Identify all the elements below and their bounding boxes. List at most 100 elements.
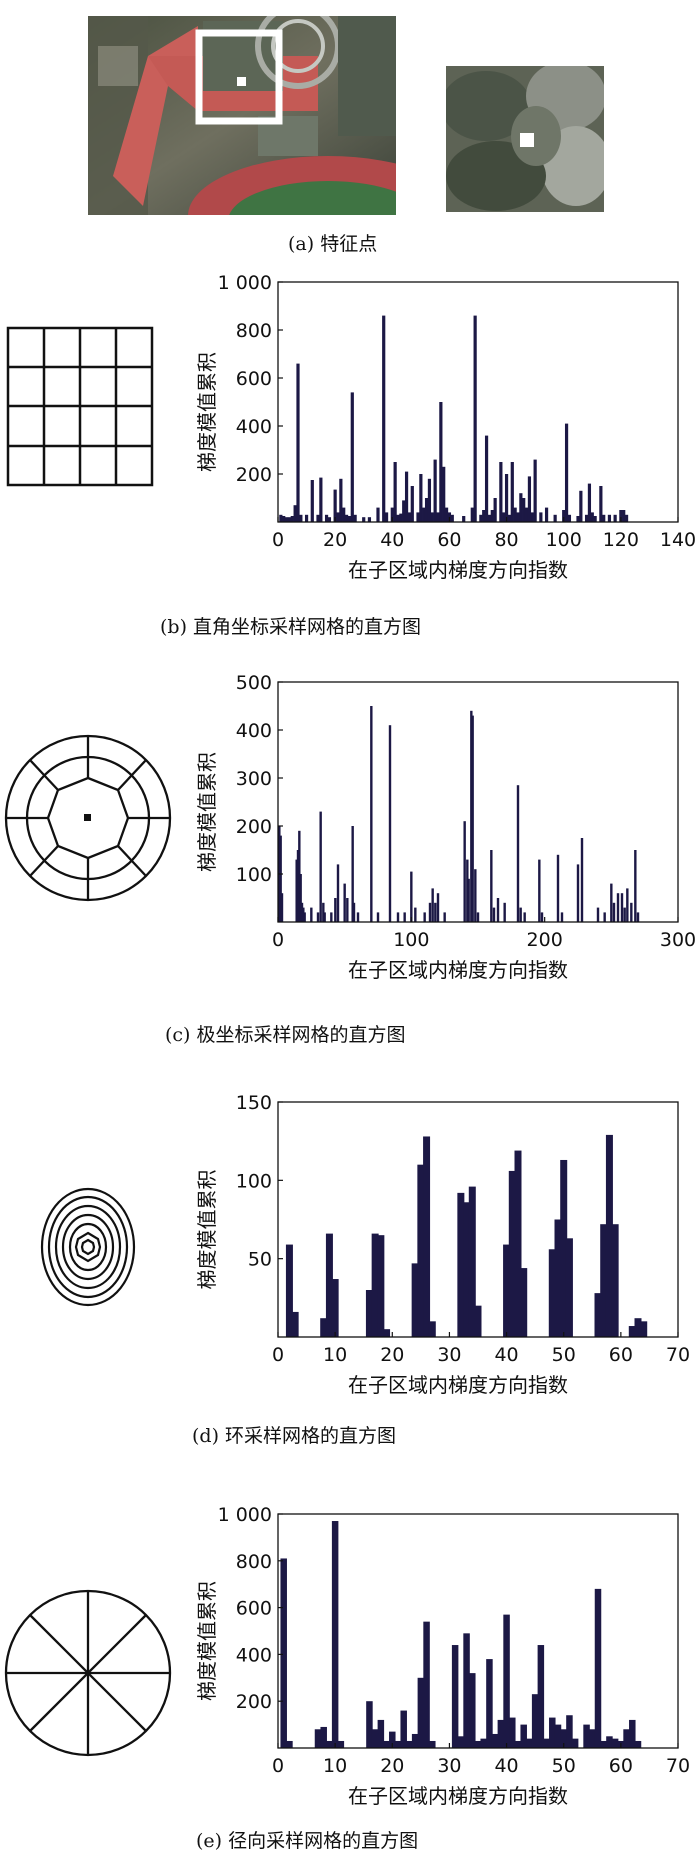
y-tick-label-e-2: 600 (236, 1598, 272, 1620)
bar-c-61 (620, 893, 624, 922)
bar-b-48 (462, 516, 466, 522)
bar-b-19 (347, 516, 352, 522)
x-axis-label-d: 在子区域内梯度方向指数 (348, 1373, 568, 1397)
bar-d-27 (605, 1134, 613, 1337)
bar-d-23 (560, 1159, 568, 1337)
bar-c-1 (279, 835, 282, 922)
bar-e-34 (537, 1645, 545, 1748)
bar-e-15 (411, 1733, 419, 1748)
y-tick-label-e-1: 400 (236, 1644, 272, 1666)
bar-e-46 (611, 1738, 619, 1748)
x-tick-label-b-7: 140 (660, 529, 696, 551)
bar-b-31 (402, 500, 406, 522)
bar-b-30 (399, 513, 403, 522)
bar-c-55 (580, 838, 584, 922)
bar-b-76 (576, 516, 580, 522)
y-tick-label-d-2: 150 (236, 1092, 272, 1114)
bar-b-9 (310, 480, 314, 522)
bar-d-12 (428, 1321, 436, 1337)
bar-e-35 (543, 1738, 550, 1748)
x-tick-label-d-6: 60 (609, 1344, 633, 1366)
bar-c-20 (351, 826, 354, 922)
bar-c-13 (322, 902, 325, 922)
bar-b-70 (539, 512, 543, 522)
x-tick-label-e-5: 50 (552, 1755, 576, 1777)
bars-c (278, 706, 640, 922)
bar-d-5 (365, 1290, 373, 1337)
bar-b-59 (504, 474, 509, 522)
bar-b-28 (393, 462, 397, 522)
x-tick-label-e-2: 20 (380, 1755, 404, 1777)
bar-b-53 (484, 435, 489, 522)
bar-b-13 (327, 517, 332, 522)
y-tick-label-b-4: 1 000 (218, 272, 272, 294)
bar-c-7 (300, 902, 304, 922)
plot-frame-c (277, 681, 679, 923)
bar-b-71 (544, 507, 549, 522)
bars-d (285, 1134, 648, 1337)
caption-a: (a) 特征点 (288, 233, 378, 255)
bar-e-9 (377, 1719, 385, 1748)
x-tick-label-c-0: 0 (272, 929, 284, 951)
histogram-chart-c: 0 100 200 300 100 200 300 400 500 在子区域内梯度方向指数 梯度模值… (195, 672, 696, 982)
bar-b-81 (593, 516, 597, 522)
bar-c-26 (396, 912, 400, 922)
histogram-chart-b: 0 20 40 60 80 100 120 140 200 400 600 800 1 000 在子区域内… (195, 272, 696, 582)
bar-c-14 (323, 912, 326, 922)
histogram-chart-e: 0 10 20 30 40 50 60 70 200 400 600 800 1 000 在子区域内梯度方… (195, 1504, 690, 1808)
bar-c-29 (414, 907, 417, 922)
bar-e-16 (417, 1677, 425, 1748)
bar-c-47 (516, 785, 520, 922)
bar-e-0 (280, 1558, 287, 1748)
bar-c-33 (434, 902, 437, 922)
zoomed-patch-photo (446, 66, 604, 212)
x-axis-label-c: 在子区域内梯度方向指数 (348, 958, 568, 982)
bar-b-2 (284, 517, 289, 522)
bar-e-36 (549, 1717, 556, 1748)
bar-c-66 (636, 912, 640, 922)
bar-c-8 (302, 907, 305, 922)
x-tick-label-b-2: 40 (380, 529, 404, 551)
bar-c-42 (476, 912, 480, 922)
bar-c-49 (523, 912, 526, 922)
bar-e-1 (286, 1740, 293, 1748)
y-tick-label-e-4: 1 000 (218, 1504, 272, 1526)
bar-b-10 (316, 514, 320, 522)
bar-b-5 (293, 505, 297, 522)
rectangular-grid-diagram (6, 326, 154, 487)
bar-c-15 (330, 912, 333, 922)
bar-b-21 (353, 514, 357, 522)
y-tick-label-c-1: 200 (236, 816, 272, 838)
bar-b-68 (530, 512, 534, 522)
bar-d-25 (594, 1293, 602, 1337)
bar-b-43 (439, 402, 443, 522)
bar-d-10 (417, 1164, 425, 1337)
bar-e-29 (509, 1717, 516, 1748)
bar-d-22 (554, 1219, 562, 1337)
bar-d-14 (463, 1202, 471, 1337)
x-tick-label-d-5: 50 (552, 1344, 576, 1366)
bar-d-8 (383, 1329, 391, 1337)
bar-b-15 (336, 512, 340, 522)
bar-b-23 (367, 517, 372, 522)
y-axis-label-b: 梯度模值累积 (195, 352, 219, 472)
bar-b-0 (279, 514, 283, 522)
bar-e-45 (606, 1736, 613, 1748)
bar-c-30 (423, 912, 426, 922)
bar-c-35 (443, 912, 446, 922)
bar-b-22 (362, 517, 366, 522)
x-tick-label-e-0: 0 (272, 1755, 284, 1777)
bar-d-9 (411, 1263, 419, 1337)
bar-b-75 (567, 514, 572, 522)
bar-e-40 (571, 1738, 579, 1748)
bar-c-24 (376, 912, 380, 922)
x-tick-label-d-3: 30 (437, 1344, 461, 1366)
bar-b-65 (522, 498, 526, 522)
x-tick-label-b-3: 60 (437, 529, 461, 551)
bar-d-11 (423, 1136, 431, 1337)
x-tick-label-b-5: 100 (546, 529, 582, 551)
bar-c-19 (346, 898, 349, 922)
bar-b-11 (319, 477, 323, 522)
bar-e-3 (320, 1726, 327, 1748)
bar-e-25 (486, 1659, 493, 1748)
